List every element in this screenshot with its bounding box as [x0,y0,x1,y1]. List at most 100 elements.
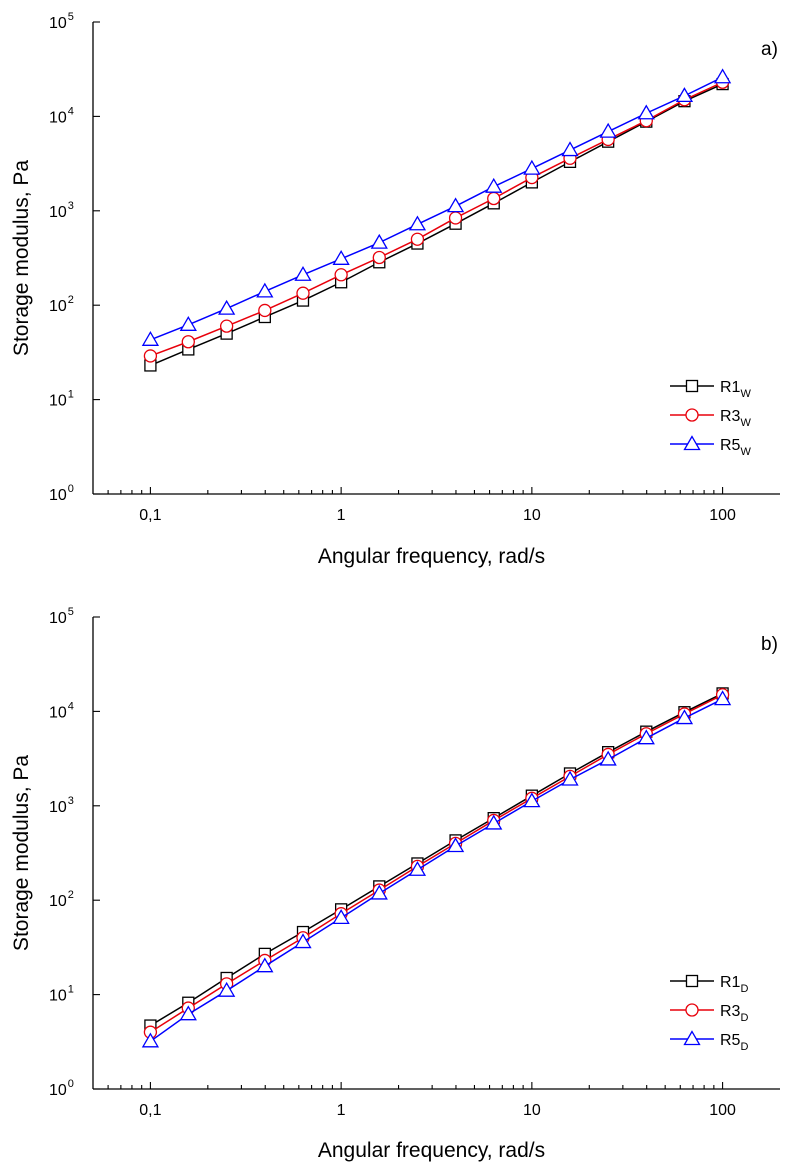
legend-entry: R5W [670,435,751,458]
series-line [150,692,723,1027]
data-point [370,233,388,249]
data-point [296,286,310,300]
y-tick-exponent: 4 [68,105,74,117]
legend-entry: R1W [670,379,751,400]
legend-subscript: D [740,1041,748,1053]
y-tick-label: 105 [49,606,74,627]
legend-label: R3D [720,1003,748,1024]
data-point [179,1005,197,1021]
legend-subscript: W [740,417,751,429]
series-line [150,81,723,357]
legend-marker [683,1030,701,1046]
data-point [408,215,427,231]
y-tick-base: 10 [49,487,67,504]
data-point [294,265,312,281]
data-point [599,122,617,138]
y-tick-exponent: 1 [68,389,74,401]
x-tick-label: 0,1 [139,507,161,524]
data-point [181,335,195,349]
legend-entry: R5D [670,1030,748,1053]
data-point [141,1032,160,1048]
data-point [334,268,348,282]
series-line [150,83,723,367]
data-point [446,837,465,853]
x-tick-label: 1 [337,507,346,524]
legend-marker [685,379,699,393]
x-tick-label: 100 [709,1102,736,1119]
x-tick-label: 0,1 [139,1102,161,1119]
legend-name: R3 [720,1003,741,1020]
x-tick-label: 10 [523,1102,541,1119]
data-point [218,299,236,315]
data-point [448,211,463,225]
data-point [485,814,503,830]
data-point [713,690,732,706]
legend-name: R1 [720,379,741,396]
data-point [141,330,160,346]
data-point [258,303,272,318]
data-point [675,87,694,103]
data-point [408,860,427,876]
y-tick-label: 103 [49,200,74,221]
y-tick-label: 102 [49,294,74,315]
y-tick-base: 10 [49,799,67,816]
legend-subscript: W [740,388,751,400]
legend-name: R3 [720,408,741,425]
legend-name: R5 [720,437,741,454]
legend-label: R1W [720,379,751,400]
y-tick-label: 100 [49,483,74,504]
y-tick-exponent: 1 [68,984,74,996]
y-tick-label: 104 [49,105,74,126]
data-point [218,981,236,997]
data-point [485,177,503,193]
series-line [149,698,723,1042]
y-tick-base: 10 [49,393,67,410]
legend-label: R5D [720,1032,748,1053]
y-tick-exponent: 5 [68,606,74,618]
series-r3-w [143,75,730,363]
y-tick-label: 101 [49,984,74,1005]
legend-label: R5W [720,437,751,458]
y-tick-base: 10 [49,1082,67,1099]
legend-entry: R3D [670,1003,748,1024]
data-point [446,197,465,213]
data-point [561,770,579,786]
y-tick-label: 102 [49,889,74,910]
data-point [370,884,388,900]
legend-entry: R3W [670,408,751,429]
y-tick-exponent: 5 [68,11,74,23]
y-tick-exponent: 4 [68,700,74,712]
y-tick-exponent: 2 [68,294,74,306]
panel-label: b) [761,634,778,655]
data-point [256,282,274,298]
data-point [372,250,386,265]
x-axis-title: Angular frequency, rad/s [318,1139,545,1162]
legend-subscript: D [740,983,748,995]
y-tick-label: 105 [49,11,74,32]
data-point [332,909,350,925]
y-tick-label: 103 [49,795,74,816]
data-point [143,349,158,363]
y-tick-exponent: 0 [68,483,74,495]
y-tick-exponent: 2 [68,889,74,901]
y-tick-base: 10 [49,704,67,721]
legend-label: R3W [720,408,751,429]
legend-marker [685,974,699,988]
data-point [713,68,732,84]
y-tick-label: 100 [49,1078,74,1099]
y-tick-base: 10 [49,893,67,910]
legend-marker [685,1003,699,1017]
x-tick-label: 1 [337,1102,346,1119]
y-tick-base: 10 [49,298,67,315]
data-point [410,232,425,246]
series-line [150,76,723,341]
legend-label: R1D [720,974,748,995]
series-r5-d [141,690,732,1048]
data-point [637,104,655,120]
y-tick-label: 104 [49,700,74,721]
y-axis-title: Storage modulus, Pa [10,755,33,951]
legend-name: R1 [720,974,741,991]
data-point [256,957,274,973]
